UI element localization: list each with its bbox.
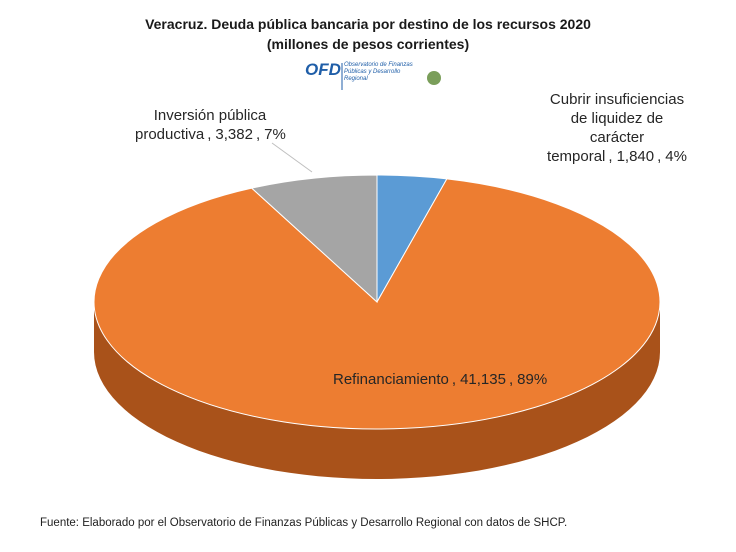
label-separator: ,: [657, 148, 662, 165]
label-value: 41,135: [460, 371, 506, 388]
leader-line: [271, 142, 313, 173]
logo-text: OFD: [305, 60, 341, 79]
label-percent: 7%: [264, 126, 286, 143]
logo-caption: Observatorio de Finanzas Públicas y Desa…: [344, 62, 413, 82]
label-category: Cubrir insuficiencias de liquidez de car…: [547, 91, 685, 165]
data-label: Refinanciamiento, 41,135, 89%: [333, 370, 547, 389]
label-percent: 4%: [665, 148, 687, 165]
label-separator: ,: [255, 126, 261, 143]
label-category: Refinanciamiento: [333, 371, 449, 388]
slice: [250, 174, 378, 304]
label-separator: ,: [207, 126, 212, 143]
slice-side: [94, 302, 660, 479]
label-separator: ,: [608, 148, 613, 165]
data-label: Cubrir insuficiencias de liquidez de car…: [542, 90, 692, 166]
pie-slices: [93, 174, 661, 479]
label-percent: 89%: [517, 371, 548, 388]
label-value: 1,840: [616, 148, 655, 165]
chart-subtitle: (millones de pesos corrientes): [266, 36, 470, 52]
label-value: 3,382: [215, 126, 253, 143]
logo-emblem: [427, 71, 441, 85]
label-separator: ,: [451, 371, 457, 388]
data-label: Inversión pública productiva, 3,382, 7%: [135, 106, 286, 144]
source-note: Fuente: Elaborado por el Observatorio de…: [40, 517, 568, 529]
chart-title: Veracruz. Deuda pública bancaria por des…: [145, 16, 591, 32]
label-separator: ,: [508, 371, 514, 388]
slice: [93, 178, 661, 430]
label-category: Inversión pública productiva: [135, 107, 267, 143]
